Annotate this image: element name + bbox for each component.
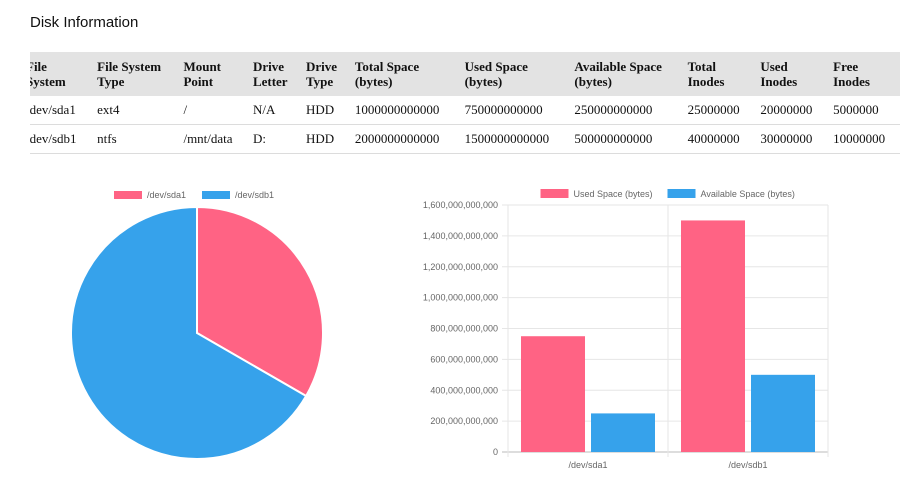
y-tick-label: 1,000,000,000,000 — [423, 293, 498, 303]
table-cell: /dev/sdb1 — [30, 124, 92, 154]
legend-swatch — [114, 191, 142, 199]
header-fs-type: File System Type — [91, 52, 178, 96]
legend-label: /dev/sda1 — [147, 190, 186, 200]
table-cell: 30000000 — [754, 124, 828, 154]
table-cell: /mnt/data — [177, 124, 247, 154]
bar — [751, 374, 815, 452]
y-tick-label: 0 — [493, 447, 498, 457]
header-free-inodes: Free Inodes — [827, 52, 900, 96]
pie-slice — [196, 205, 324, 398]
y-tick-label: 200,000,000,000 — [430, 416, 498, 426]
legend-swatch — [667, 189, 696, 198]
header-total-space: Total Space (bytes) — [348, 52, 459, 96]
pie-slice — [70, 205, 308, 460]
legend-label: Available Space (bytes) — [701, 189, 795, 199]
pie-chart: /dev/sda1/dev/sdb1 — [70, 190, 324, 460]
table-cell: 20000000 — [754, 96, 828, 125]
legend-label: Used Space (bytes) — [574, 189, 653, 199]
bar — [521, 336, 585, 452]
y-tick-label: 1,400,000,000,000 — [423, 231, 498, 241]
x-tick-label: /dev/sda1 — [568, 460, 607, 470]
table-cell: / — [177, 96, 247, 125]
table-cell: 10000000 — [827, 124, 900, 154]
table-cell: 25000000 — [681, 96, 755, 125]
bar — [591, 413, 655, 452]
bar — [681, 220, 745, 452]
table-cell: 500000000000 — [568, 124, 682, 154]
table-cell: ntfs — [91, 124, 178, 154]
table-cell: 2000000000000 — [348, 124, 459, 154]
table-cell: N/A — [246, 96, 300, 125]
table-cell: 250000000000 — [568, 96, 682, 125]
table-row: /dev/sdb1 ntfs /mnt/data D: HDD 20000000… — [30, 124, 900, 154]
x-tick-label: /dev/sdb1 — [728, 460, 767, 470]
table-cell: 40000000 — [681, 124, 755, 154]
header-used-inodes: Used Inodes — [754, 52, 828, 96]
table-cell: 1500000000000 — [458, 124, 569, 154]
header-mount-point: Mount Point — [177, 52, 247, 96]
header-available-space: Available Space (bytes) — [568, 52, 682, 96]
table-row: /dev/sda1 ext4 / N/A HDD 1000000000000 7… — [30, 96, 900, 125]
header-total-inodes: Total Inodes — [681, 52, 755, 96]
bar-chart: Used Space (bytes) Available Space (bytes… — [423, 189, 829, 470]
y-tick-label: 1,200,000,000,000 — [423, 262, 498, 272]
table-cell: 750000000000 — [458, 96, 569, 125]
y-tick-label: 600,000,000,000 — [430, 354, 498, 364]
table-cell: /dev/sda1 — [30, 96, 92, 125]
table-cell: HDD — [299, 124, 349, 154]
table-cell: ext4 — [91, 96, 178, 125]
legend-swatch — [540, 189, 569, 198]
header-drive-letter: Drive Letter — [246, 52, 300, 96]
table-cell: 5000000 — [827, 96, 900, 125]
table-cell: D: — [246, 124, 300, 154]
table-cell: HDD — [299, 96, 349, 125]
table-cell: 1000000000000 — [348, 96, 459, 125]
legend-label: /dev/sdb1 — [235, 190, 274, 200]
y-tick-label: 800,000,000,000 — [430, 324, 498, 334]
y-tick-label: 400,000,000,000 — [430, 385, 498, 395]
header-drive-type: Drive Type — [299, 52, 349, 96]
header-used-space: Used Space (bytes) — [458, 52, 569, 96]
y-tick-label: 1,600,000,000,000 — [423, 200, 498, 210]
page-title: Disk Information — [30, 14, 139, 31]
legend-swatch — [202, 191, 230, 199]
